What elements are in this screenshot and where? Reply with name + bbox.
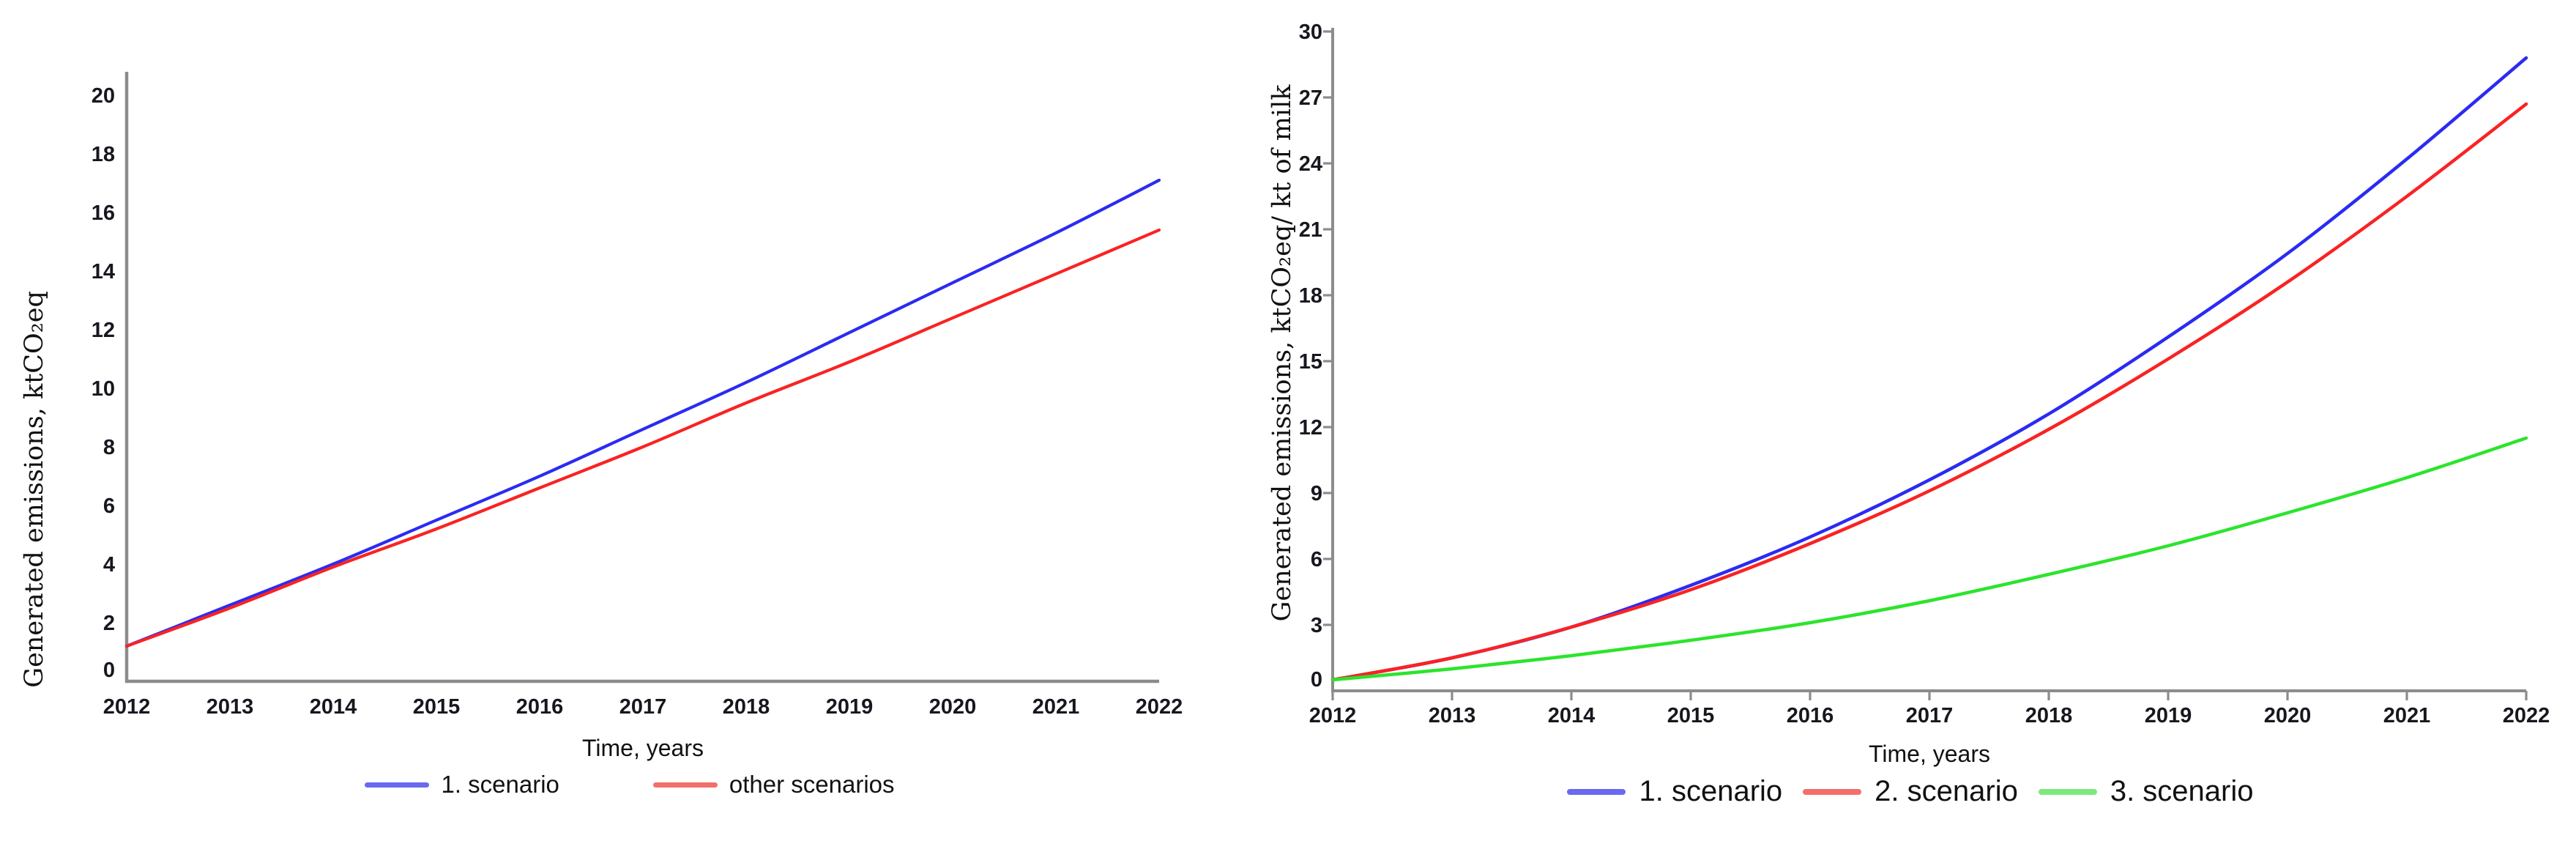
right-chart-plot-area: 0 3 6 9 12 15 18 21 24 27 30 2012 2013 2014 2015 2016 20… [1299,21,2550,727]
legend-label-scenario-2: 2. scenario [1875,775,2018,807]
y-tick-label: 10 [92,377,115,401]
legend-label-scenario-1: 1. scenario [1639,775,1783,807]
y-tick-label: 8 [103,436,115,459]
left-chart-legend: 1. scenario other scenarios [0,771,1259,799]
legend-swatch-blue [365,782,430,788]
x-tick-label: 2017 [619,695,667,719]
legend-item-scenario-3: 3. scenario [2038,775,2254,808]
axis-lines [1331,28,2526,692]
y-tick-label: 6 [1311,548,1322,571]
x-tick-label: 2015 [413,695,461,719]
x-tick-label: 2020 [2264,704,2312,727]
x-tick-label: 2016 [516,695,564,719]
left-y-axis-title: Generated emissions, ktCO₂eq [20,291,49,688]
x-tick-label: 2016 [1787,704,1834,727]
axis-lines [124,72,1159,683]
x-tick-label: 2021 [2383,704,2431,727]
x-tick-label: 2022 [2503,704,2550,727]
legend-swatch-green [2038,788,2097,795]
y-tick-label: 4 [103,553,115,577]
y-tick-label: 0 [103,659,115,682]
legend-item-scenario-2: 2. scenario [1803,775,2018,808]
y-tick-label: 6 [103,494,115,518]
right-y-axis-title: Generated emissions, ktCO₂eq/ kt of milk [1267,84,1297,622]
legend-swatch-red [652,782,718,788]
x-tick-label: 2022 [1136,695,1183,719]
legend-item-other-scenarios: other scenarios [652,771,895,799]
y-tick-label: 14 [92,260,115,284]
right-chart-svg: 0 3 6 9 12 15 18 21 24 27 30 2012 2013 2014 2015 2016 20… [1267,21,2550,767]
legend-swatch-red [1803,788,1862,795]
x-tick-label: 2017 [1906,704,1954,727]
y-tick-label: 30 [1299,21,1322,44]
legend-swatch-blue [1567,788,1626,795]
left-chart-plot-area: 0 2 4 6 8 10 12 14 16 18 20 2012 2013 2014 2015 2016 201… [92,72,1183,719]
x-tick-label: 2019 [826,695,874,719]
x-tick-label: 2020 [929,695,977,719]
legend-item-scenario-1: 1. scenario [365,771,559,799]
y-tick-label: 18 [92,143,115,166]
y-tick-label: 20 [92,84,115,108]
right-x-axis-title: Time, years [1869,741,1990,767]
series-line-1-scenario [1330,56,2528,682]
y-tick-label: 9 [1311,482,1322,505]
legend-item-scenario-1: 1. scenario [1567,775,1782,808]
x-tick-label: 2015 [1667,704,1715,727]
x-tick-label: 2014 [310,695,357,719]
x-tick-label: 2019 [2145,704,2192,727]
x-tick-label: 2014 [1548,704,1596,727]
x-tick-label: 2018 [723,695,770,719]
x-tick-label: 2012 [103,695,151,719]
left-chart-svg: 0 2 4 6 8 10 12 14 16 18 20 2012 2013 2014 2015 2016 201… [20,72,1183,761]
series-line-1-scenario [124,178,1161,648]
legend-label-scenario-3: 3. scenario [2110,775,2254,807]
x-tick-label: 2013 [1429,704,1476,727]
y-tick-label: 12 [92,319,115,342]
series-line-2-scenario [1330,102,2528,682]
y-tick-label: 27 [1299,86,1322,110]
y-tick-label: 24 [1299,152,1322,176]
right-chart-legend: 1. scenario 2. scenario 3. scenario [1245,775,2576,808]
y-tick-label: 12 [1299,416,1322,440]
series-line-other-scenarios [124,228,1161,648]
y-tick-label: 3 [1311,614,1322,637]
x-tick-label: 2013 [206,695,254,719]
legend-label-other-scenarios: other scenarios [729,771,895,798]
x-tick-label: 2012 [1309,704,1357,727]
y-tick-label: 16 [92,201,115,225]
y-tick-label: 21 [1299,218,1322,242]
x-tick-label: 2018 [2025,704,2073,727]
series-line-3-scenario [1330,436,2528,682]
legend-label-scenario-1: 1. scenario [441,771,559,798]
y-tick-label: 15 [1299,350,1322,374]
left-x-axis-title: Time, years [582,735,704,761]
x-tick-label: 2021 [1032,695,1080,719]
y-tick-label: 2 [103,612,115,635]
y-tick-label: 0 [1311,668,1322,692]
y-tick-label: 18 [1299,284,1322,308]
